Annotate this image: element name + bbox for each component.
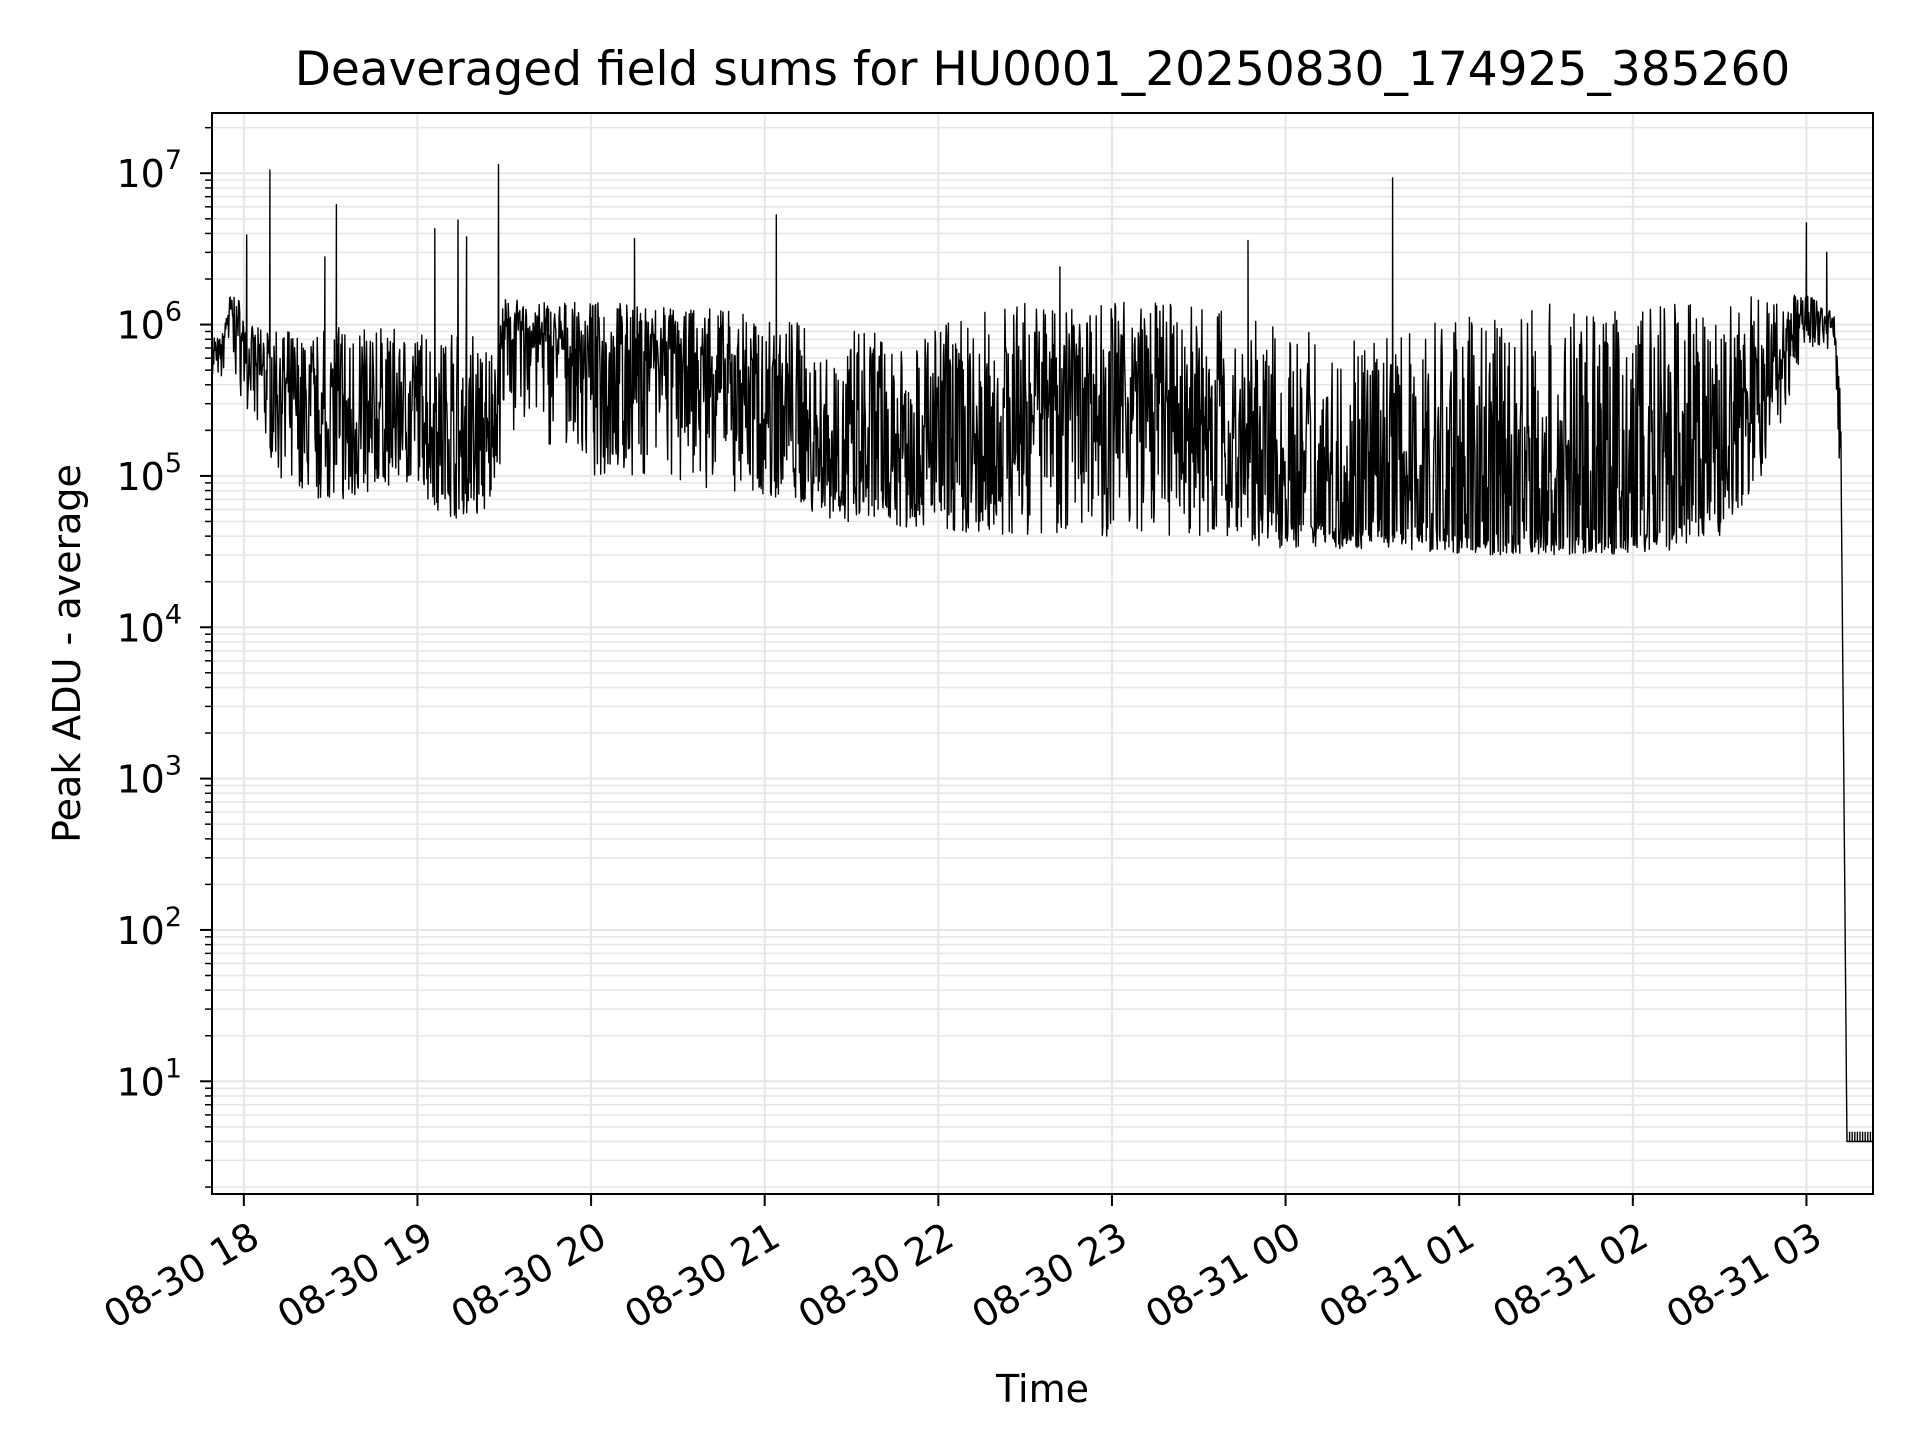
x-axis-label: Time xyxy=(995,1367,1089,1411)
y-axis: 101 102 103 104 105 106 107 xyxy=(116,126,212,1188)
grid xyxy=(212,113,1873,1194)
y-tick-label: 103 xyxy=(116,751,182,802)
y-tick-label: 101 xyxy=(116,1053,182,1104)
y-axis-label: Peak ADU - average xyxy=(45,464,89,843)
series-line xyxy=(211,163,1874,1143)
y-tick-label: 104 xyxy=(116,599,182,650)
series-path xyxy=(211,163,1874,1143)
y-tick-label: 106 xyxy=(116,297,182,348)
y-tick-label: 105 xyxy=(116,448,182,499)
plot-frame xyxy=(211,112,1874,1195)
chart-title: Deaveraged field sums for HU0001_2025083… xyxy=(295,42,1791,97)
y-tick-label: 107 xyxy=(116,145,182,196)
y-tick-label: 102 xyxy=(116,902,182,953)
